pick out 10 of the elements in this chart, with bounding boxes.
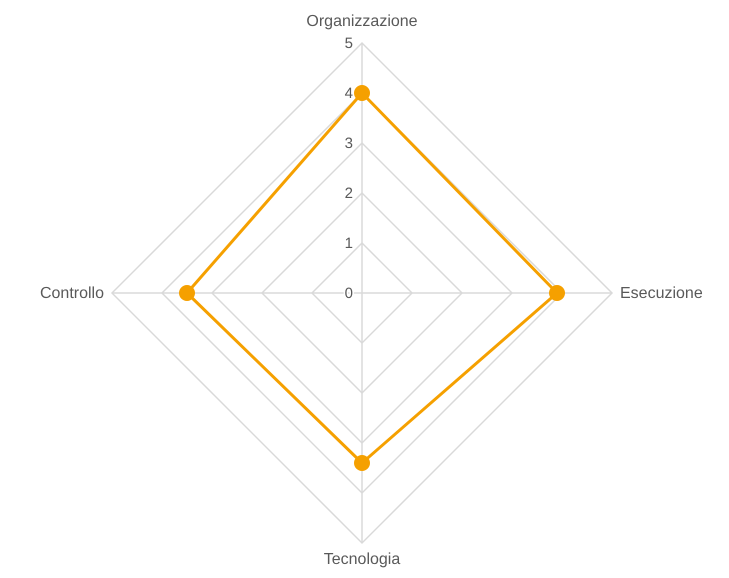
spoke-label: Controllo <box>40 285 104 302</box>
y-tick-label: 5 <box>344 35 353 52</box>
y-tick-label: 2 <box>344 185 353 202</box>
y-tick-label: 3 <box>344 135 353 152</box>
y-tick-label: 0 <box>344 285 353 302</box>
y-tick-label: 1 <box>344 235 353 252</box>
spoke-label: Tecnologia <box>324 551 400 568</box>
spoke-label: Esecuzione <box>620 285 703 302</box>
y-tick-label: 4 <box>344 85 353 102</box>
spoke-label: Organizzazione <box>306 13 418 30</box>
